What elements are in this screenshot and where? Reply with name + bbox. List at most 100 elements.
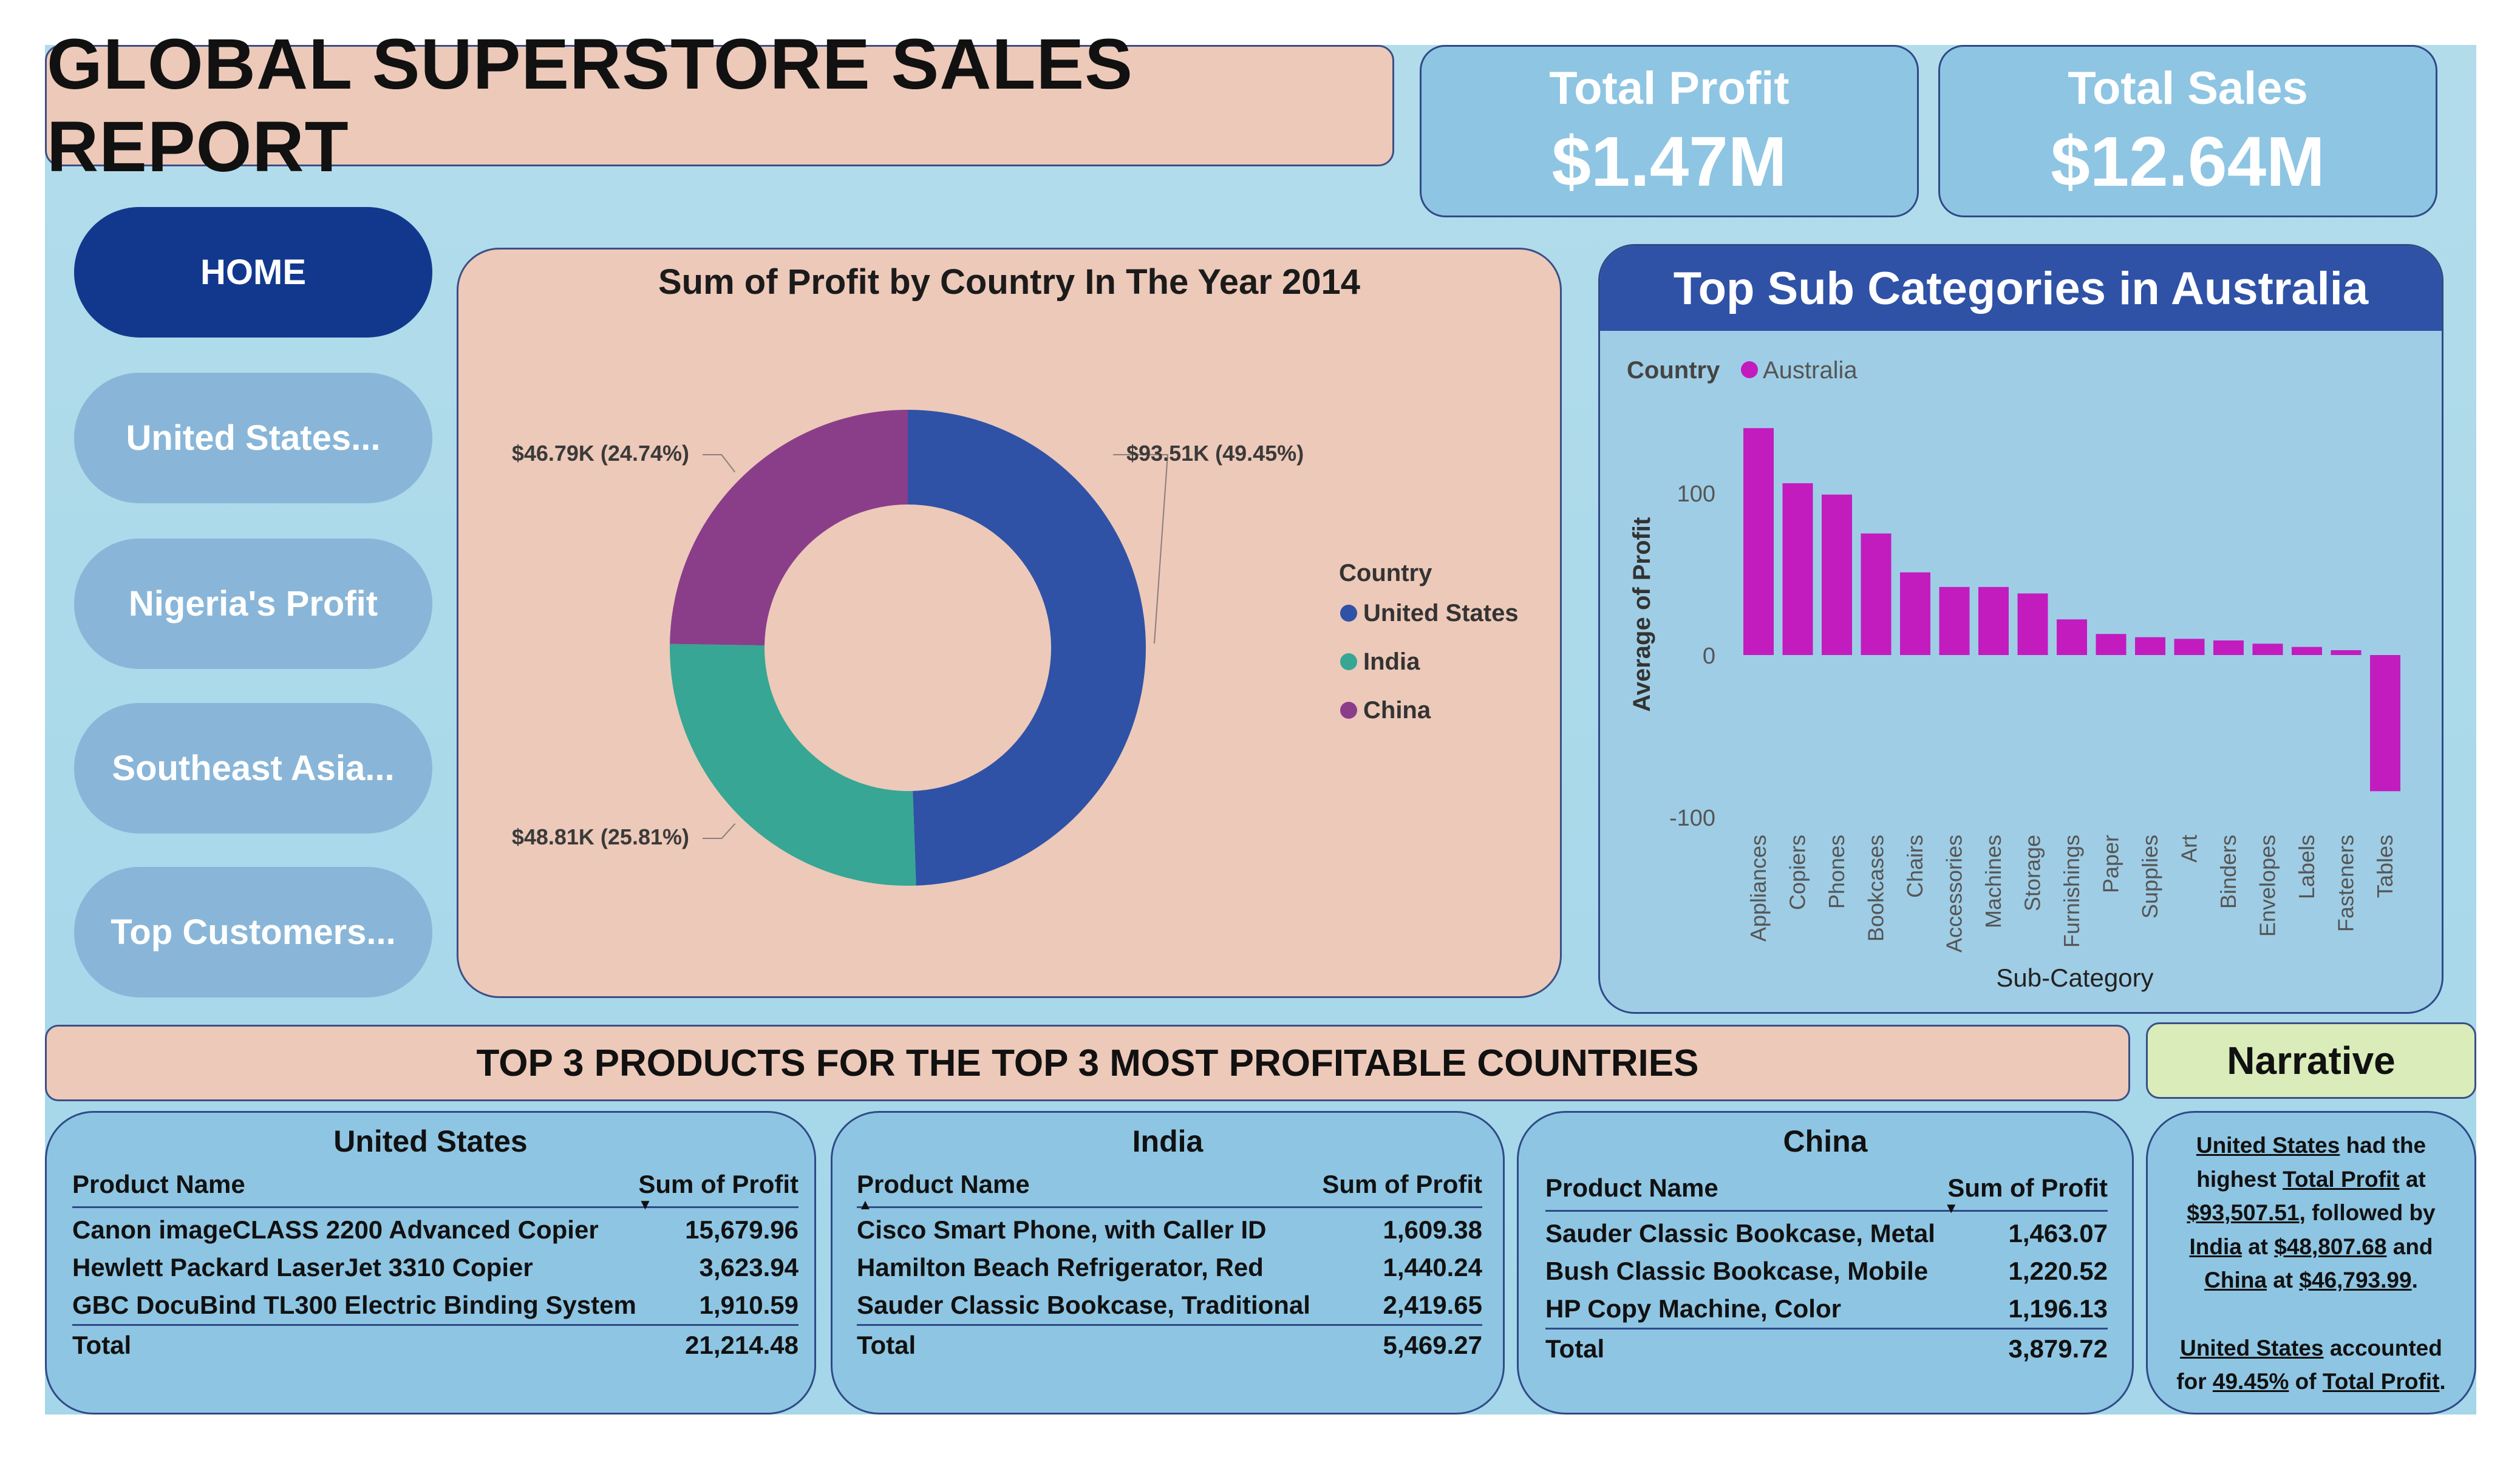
donut-legend-item[interactable]: United States [1363, 600, 1519, 627]
narrative-text: . [2439, 1369, 2446, 1394]
narrative-text: China [2204, 1268, 2267, 1292]
donut-leader-line [703, 823, 736, 839]
bar-envelopes[interactable] [2252, 644, 2283, 655]
narrative-text: at [2399, 1166, 2426, 1192]
product-name: Hewlett Packard LaserJet 3310 Copier [72, 1253, 533, 1282]
nav-united-states-button[interactable]: United States... [74, 373, 432, 503]
product-name: Hamilton Beach Refrigerator, Red [857, 1253, 1264, 1282]
donut-slice-united-states[interactable] [908, 410, 1146, 886]
x-tick-label: Fasteners [2334, 835, 2358, 932]
product-name: Cisco Smart Phone, with Caller ID [857, 1215, 1267, 1244]
kpi-sales-label: Total Sales [2068, 63, 2308, 114]
narrative-card: United States had the highest Total Prof… [2146, 1111, 2476, 1415]
bar-chairs[interactable] [1900, 572, 1930, 655]
legend-marker [1340, 605, 1357, 622]
donut-data-label: $46.79K (24.74%) [512, 441, 689, 466]
product-profit: 1,910.59 [699, 1291, 799, 1319]
product-name: GBC DocuBind TL300 Electric Binding Syst… [72, 1291, 636, 1319]
bar-binders[interactable] [2213, 640, 2244, 655]
table-row: Sauder Classic Bookcase, Metal 1,463.07 [1545, 1211, 2108, 1253]
product-name: HP Copy Machine, Color [1545, 1294, 1841, 1323]
table-row: Hamilton Beach Refrigerator, Red 1,440.24 [857, 1249, 1482, 1286]
donut-leader-line [1113, 454, 1169, 644]
bar-accessories[interactable] [1939, 586, 1970, 655]
narrative-text: United States [2196, 1133, 2340, 1158]
bar-chart-panel: Top Sub Categories in Australia Country A… [1598, 244, 2443, 1014]
nav-top-customers-button[interactable]: Top Customers... [74, 867, 432, 997]
column-header-product[interactable]: Product Name ▲ [857, 1170, 1320, 1213]
y-tick-label: 100 [1677, 481, 1715, 507]
x-tick-label: Bookcases [1864, 835, 1888, 942]
x-tick-label: Paper [2099, 835, 2123, 893]
product-profit: 1,440.24 [1383, 1253, 1483, 1282]
donut-chart-panel: Sum of Profit by Country In The Year 201… [457, 248, 1562, 998]
bar-copiers[interactable] [1782, 483, 1813, 655]
column-header-product[interactable]: Product Name [72, 1170, 638, 1208]
product-profit: 3,623.94 [699, 1253, 799, 1282]
table-title: United States [333, 1124, 528, 1158]
bar-phones[interactable] [1822, 494, 1852, 655]
product-profit: 1,220.52 [2008, 1257, 2108, 1285]
y-axis-label: Average of Profit [1629, 517, 1655, 712]
column-header-profit-label: Sum of Profit [1947, 1173, 2108, 1202]
product-name: Canon imageCLASS 2200 Advanced Copier [72, 1215, 599, 1244]
narrative-text: 49.45% [2212, 1369, 2289, 1394]
table-total-row: Total 3,879.72 [1545, 1328, 2108, 1368]
nav-nigeria-profit-button[interactable]: Nigeria's Profit [74, 538, 432, 669]
bar-machines[interactable] [1978, 586, 2009, 655]
bar-art[interactable] [2174, 639, 2205, 655]
donut-leader-line [703, 454, 736, 473]
kpi-total-sales: Total Sales $12.64M [1938, 45, 2437, 217]
y-tick-label: 0 [1703, 644, 1715, 669]
kpi-total-profit: Total Profit $1.47M [1420, 45, 1919, 217]
narrative-text: had the highest [2196, 1133, 2426, 1192]
nav-home-button[interactable]: HOME [74, 207, 432, 338]
sort-descending-icon: ▼ [638, 1197, 653, 1213]
product-name: Sauder Classic Bookcase, Traditional [857, 1291, 1310, 1319]
column-header-product-label: Product Name [857, 1170, 1030, 1198]
bar-fasteners[interactable] [2331, 650, 2362, 655]
x-tick-label: Chairs [1902, 835, 1927, 898]
bar-supplies[interactable] [2135, 637, 2165, 655]
sort-ascending-icon: ▲ [858, 1197, 873, 1213]
product-table-china: Product Name Sum of Profit ▼ Sauder Class… [1545, 1173, 2108, 1368]
table-card-india: India Product Name ▲ Sum of Profit Cisco … [831, 1111, 1505, 1415]
donut-slice-china[interactable] [670, 410, 908, 646]
donut-legend-item[interactable]: China [1363, 697, 1431, 724]
bar-appliances[interactable] [1743, 428, 1774, 655]
total-label: Total [72, 1324, 638, 1364]
x-axis-label: Sub-Category [1996, 963, 2153, 992]
total-label: Total [857, 1324, 1320, 1364]
bar-labels[interactable] [2292, 647, 2322, 655]
column-header-profit[interactable]: Sum of Profit ▼ [1944, 1173, 2108, 1217]
bar-chart: Country Australia -100 0 100 Average of Profi… [1627, 357, 2400, 992]
donut-slice-india[interactable] [670, 644, 916, 886]
product-table-united-states: Product Name Sum of Profit ▼ Canon imageC… [72, 1170, 799, 1364]
table-total-row: Total 21,214.48 [72, 1324, 799, 1364]
total-label: Total [1545, 1328, 1944, 1368]
kpi-profit-label: Total Profit [1549, 63, 1790, 114]
narrative-paragraph-2: United States accounted for 49.45% of To… [2166, 1331, 2456, 1399]
table-title: China [1783, 1124, 1868, 1158]
bar-furnishings[interactable] [2057, 619, 2087, 655]
product-profit: 1,196.13 [2008, 1294, 2108, 1323]
x-tick-label: Supplies [2137, 835, 2162, 919]
donut-legend-item[interactable]: India [1363, 648, 1420, 675]
x-tick-label: Copiers [1785, 835, 1810, 910]
bar-tables[interactable] [2370, 655, 2400, 792]
narrative-heading: Narrative [2146, 1022, 2476, 1099]
legend-marker [1340, 653, 1357, 670]
table-card-united-states: United States Product Name Sum of Profit… [45, 1111, 816, 1415]
nav-southeast-asia-button[interactable]: Southeast Asia... [74, 703, 432, 834]
column-header-product[interactable]: Product Name [1545, 1173, 1944, 1212]
bar-storage[interactable] [2017, 593, 2048, 655]
narrative-text: . [2411, 1268, 2418, 1292]
column-header-profit[interactable]: Sum of Profit [1319, 1170, 1482, 1208]
report-title: GLOBAL SUPERSTORE SALES REPORT [47, 24, 1133, 187]
legend-marker [1741, 361, 1758, 378]
bar-paper[interactable] [2096, 634, 2127, 655]
narrative-text: of [2289, 1369, 2323, 1394]
column-header-profit[interactable]: Sum of Profit ▼ [638, 1170, 799, 1213]
bar-legend-item[interactable]: Australia [1763, 357, 1858, 384]
bar-bookcases[interactable] [1861, 533, 1892, 655]
